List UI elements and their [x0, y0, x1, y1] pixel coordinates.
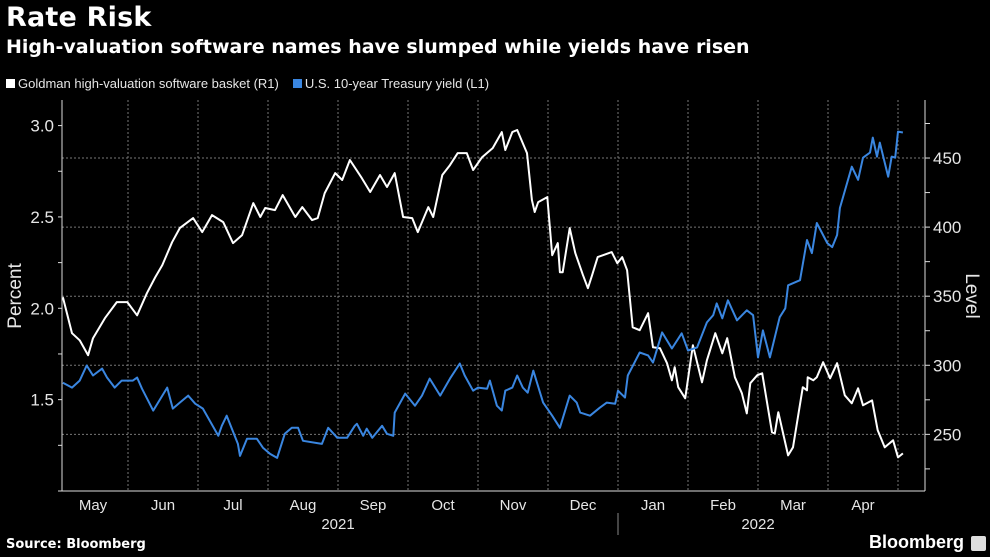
left-tick-label: 2.5 — [30, 208, 54, 227]
legend-item-software-basket: Goldman high-valuation software basket (… — [6, 76, 279, 91]
x-month-label: Feb — [710, 497, 736, 514]
x-month-label: Mar — [780, 497, 806, 514]
legend-swatch-blue — [292, 79, 302, 88]
series-line-treasury-yield — [62, 130, 904, 459]
x-month-label: Dec — [570, 497, 597, 514]
legend-item-treasury-yield: U.S. 10-year Treasury yield (L1) — [292, 76, 490, 91]
x-month-label: Apr — [851, 497, 874, 514]
right-tick-label: 450 — [933, 149, 961, 168]
x-month-label: Oct — [431, 497, 455, 514]
x-month-label: Sep — [360, 497, 387, 514]
right-axis-title: Level — [961, 273, 982, 318]
source-note: Source: Bloomberg — [6, 537, 146, 552]
x-month-label: Jul — [223, 497, 242, 514]
legend-label: Goldman high-valuation software basket (… — [18, 76, 279, 91]
x-year-label: 2021 — [321, 516, 354, 533]
x-month-label: May — [79, 497, 108, 514]
left-tick-label: 1.5 — [30, 391, 54, 410]
left-axis-title: Percent — [5, 263, 26, 329]
chart-subtitle: High-valuation software names have slump… — [6, 36, 750, 58]
x-month-label: Nov — [500, 497, 527, 514]
right-tick-label: 250 — [933, 425, 961, 444]
legend-swatch-white — [6, 79, 15, 88]
x-month-label: Aug — [290, 497, 317, 514]
x-month-label: Jun — [151, 497, 175, 514]
bloomberg-logo: Bloomberg — [868, 532, 964, 552]
x-year-label: 2022 — [741, 516, 774, 533]
chart-title: Rate Risk — [6, 2, 152, 33]
x-month-label: Jan — [641, 497, 665, 514]
legend: Goldman high-valuation software basket (… — [6, 76, 489, 91]
series-line-software-basket — [61, 129, 904, 459]
left-tick-label: 2.0 — [30, 299, 54, 318]
right-tick-label: 300 — [933, 356, 961, 375]
legend-label: U.S. 10-year Treasury yield (L1) — [304, 76, 490, 91]
right-tick-label: 400 — [933, 218, 961, 237]
right-tick-label: 350 — [933, 287, 961, 306]
bloomberg-terminal-icon — [971, 536, 986, 551]
left-tick-label: 3.0 — [30, 117, 54, 136]
